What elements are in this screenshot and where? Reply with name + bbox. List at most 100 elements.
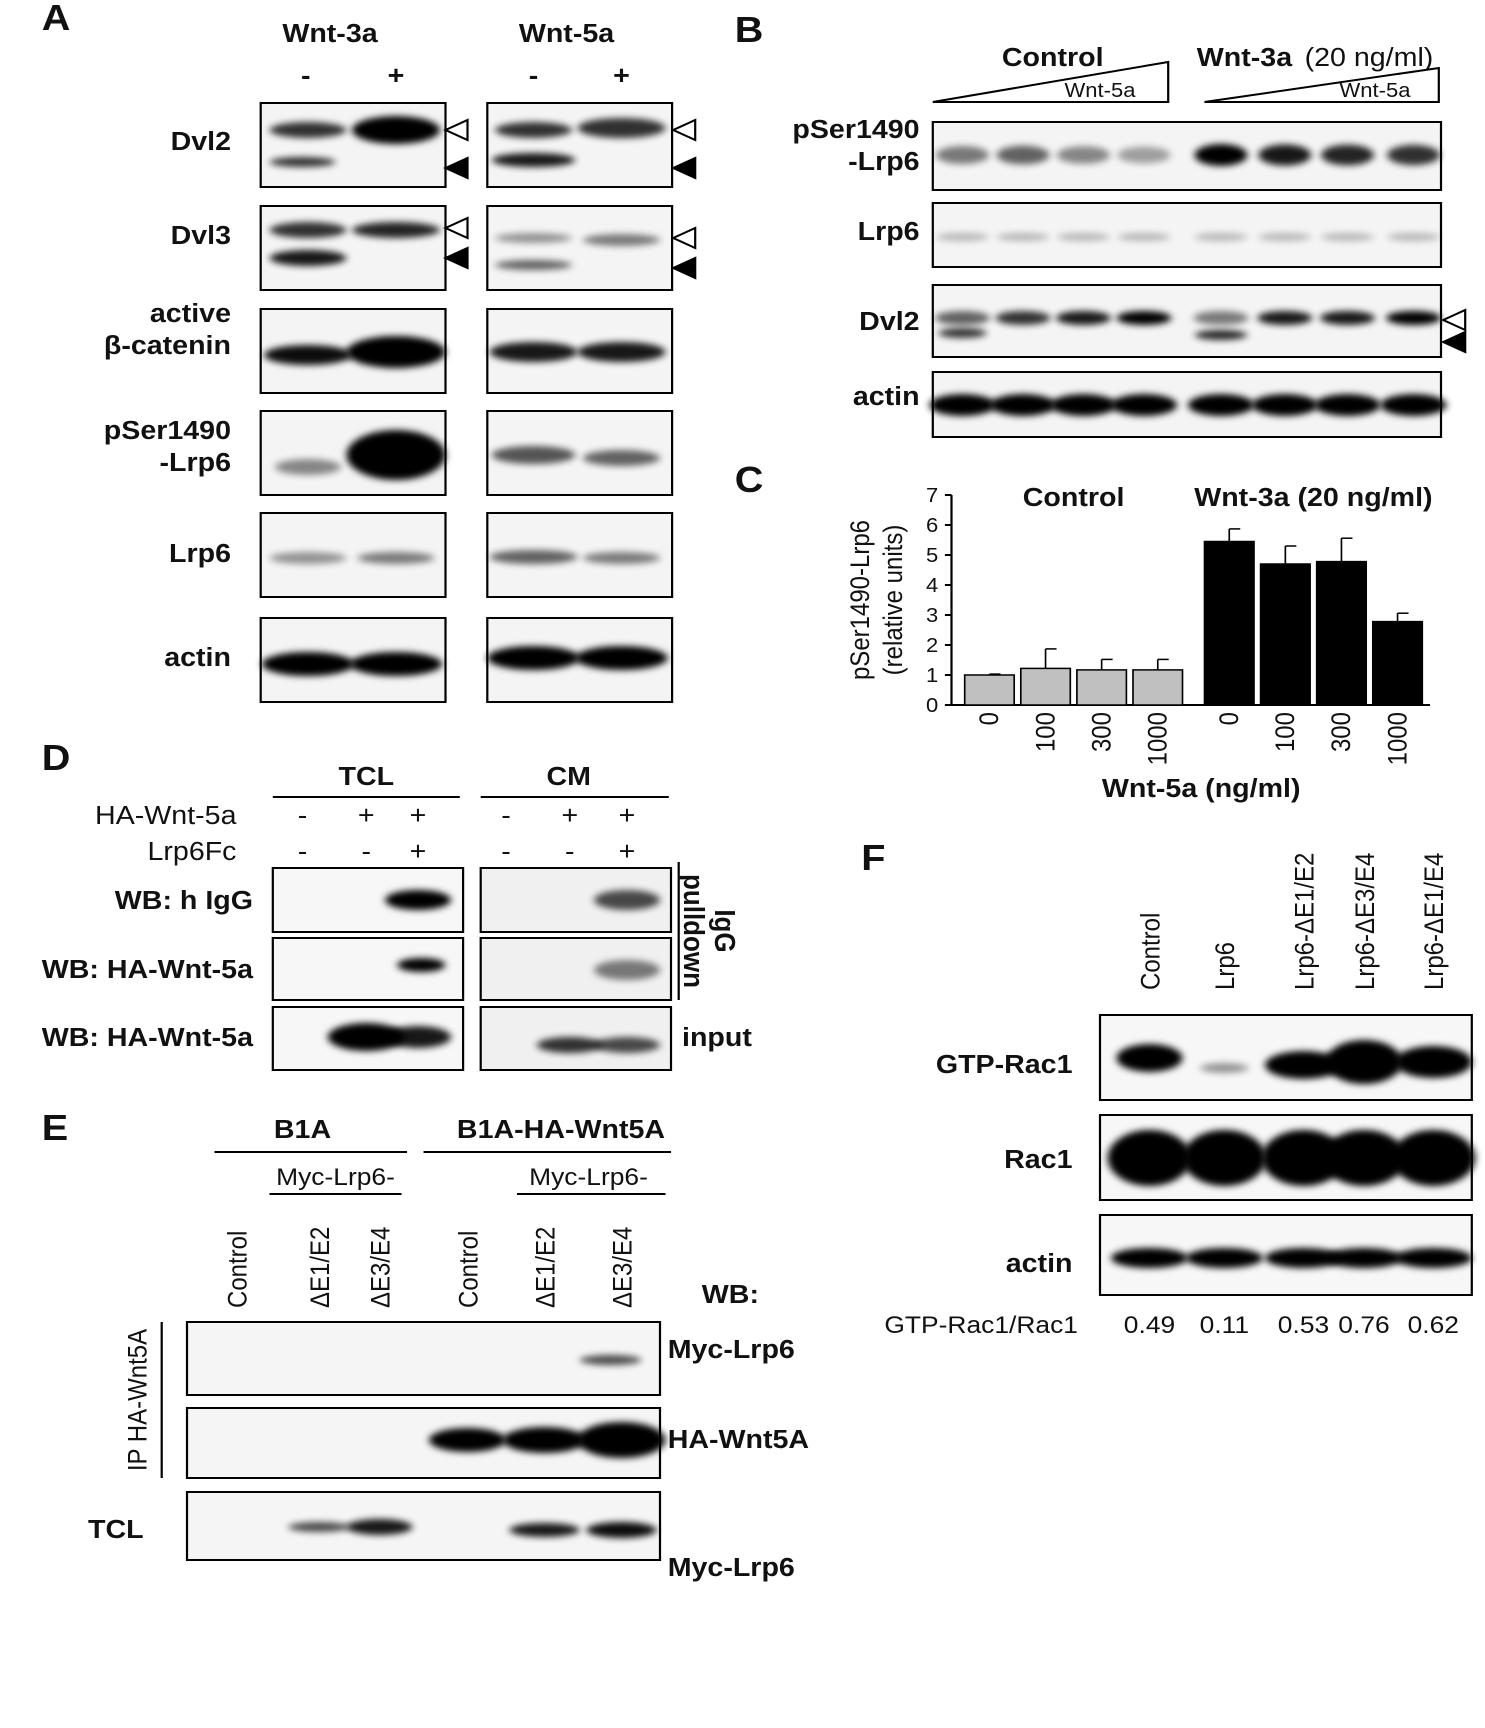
band [495,260,572,270]
lane-label: ΔE3/E4 [366,1227,395,1308]
y-tick-label: 2 [926,635,938,657]
lane-label: Lrp6-ΔE1/E2 [1290,853,1319,990]
gradient-label: Wnt-5a [1340,80,1411,102]
row-label: Dvl2 [859,306,919,335]
ratio-value: 0.76 [1338,1312,1389,1339]
band [502,1427,587,1453]
lane-label: ΔE3/E4 [608,1227,637,1308]
band [288,1522,350,1532]
band [1394,1046,1472,1078]
y-tick-label: 6 [926,515,938,537]
group-sub: Myc-Lrp6- [529,1164,648,1191]
band [536,1037,603,1053]
band [577,1422,666,1458]
row-label: actin [164,642,231,671]
group-title: B1A-HA-Wnt5A [457,1114,665,1143]
lane-sign: - [362,836,372,865]
ratio-label: GTP-Rac1/Rac1 [884,1312,1078,1339]
panel-label: D [42,739,71,779]
lane-label: ΔE1/E2 [531,1227,560,1308]
band [327,1023,405,1051]
band [1200,1063,1249,1073]
band [936,146,989,164]
group-sub: Myc-Lrp6- [276,1164,395,1191]
band [1322,1130,1406,1186]
group-label: Control [1023,482,1125,511]
row-label: GTP-Rac1 [936,1049,1073,1078]
x-tick-label: 0 [1215,712,1244,725]
arrow-open [1440,308,1467,332]
band [1380,394,1447,416]
band [269,222,347,238]
band [509,1523,580,1537]
panel-label: F [861,839,885,879]
panel-label: E [42,1109,68,1149]
row-label: -Lrp6 [848,146,920,175]
band [936,233,989,241]
y-tick-label: 0 [926,695,938,717]
row-label: TCL [88,1514,144,1543]
ratio-value: 0.62 [1408,1312,1459,1339]
band [1321,233,1374,241]
condition-label: Lrp6Fc [147,836,236,865]
x-tick-label: 1000 [1144,712,1173,765]
y-tick-label: 5 [926,545,938,567]
group-note: (20 ng/ml) [1305,42,1434,71]
band [1320,311,1375,325]
band [352,222,440,238]
band [1394,1248,1472,1268]
band [1325,1248,1403,1268]
band [1387,233,1440,241]
row-label: Dvl2 [171,126,231,155]
x-axis-label: Wnt-5a (ng/ml) [1102,773,1301,802]
ratio-value: 0.49 [1124,1312,1175,1339]
row-label: actin [1006,1248,1073,1277]
band [1111,394,1177,416]
band [1185,1248,1263,1268]
band [1050,394,1117,416]
bar [1259,563,1311,706]
lane-sign: - [501,800,511,829]
group-label: Wnt-3a (20 ng/ml) [1194,482,1432,511]
row-label: Myc-Lrp6 [668,1552,795,1581]
y-tick-label: 3 [926,605,938,627]
band [1386,311,1441,325]
band [489,342,578,362]
bracket-label: IgG [709,909,741,952]
band [1265,1051,1342,1079]
lane-sign: + [410,800,427,829]
band [1251,394,1318,416]
wb-label: WB: [702,1279,759,1308]
blot-box [486,102,674,188]
panel-label: B [735,11,764,51]
group-title: Wnt-3a [1197,42,1293,71]
group-title: CM [546,761,590,790]
arrow-filled [670,256,697,280]
row-label: Myc-Lrp6 [668,1334,795,1363]
bar [1132,669,1184,706]
group-title: TCL [339,761,395,790]
row-label: pSer1490 [792,114,919,143]
band [1261,1130,1346,1186]
x-tick-label: 1000 [1383,712,1412,765]
band [269,250,347,266]
blot-box [259,102,447,188]
gradient-wedge [1204,66,1440,103]
lane-sign: - [298,836,308,865]
band [1057,146,1110,164]
band [269,552,347,564]
lane-sign: - [565,836,575,865]
group-title: Wnt-3a [282,18,378,47]
band [1387,144,1440,166]
ratio-value: 0.53 [1278,1312,1329,1339]
band [1258,144,1312,166]
band [385,1026,451,1048]
band [1194,144,1248,166]
lane-sign: + [619,836,636,865]
blot-box [259,205,447,291]
band [349,652,443,676]
y-tick-label: 7 [926,485,938,507]
band [996,233,1050,241]
bracket-label: pulldown [678,874,710,988]
